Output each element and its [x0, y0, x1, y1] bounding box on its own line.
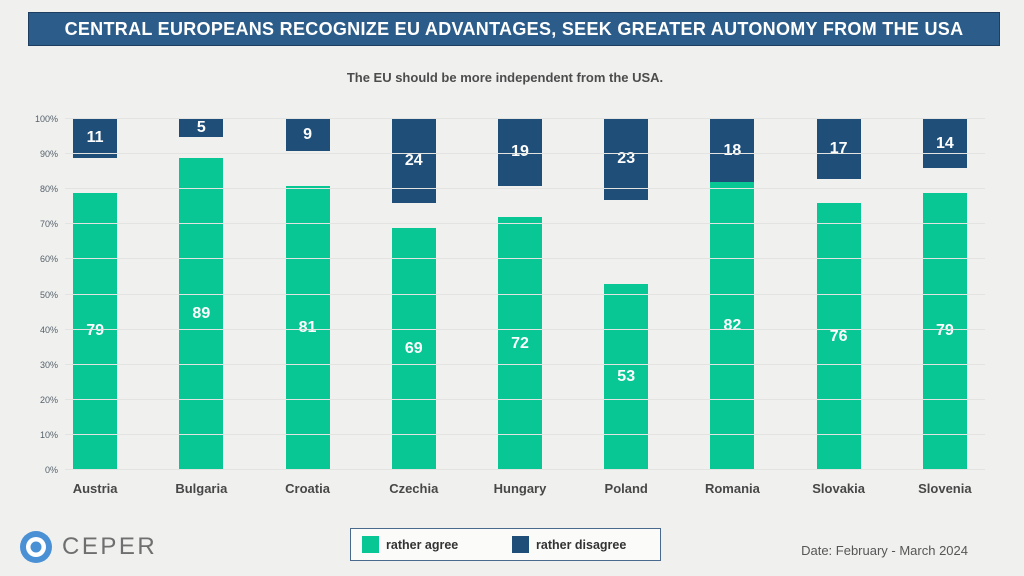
y-axis-ticks: 0% 10% 20% 30% 40% 50% 60% 70% 80% 90% 100%: [0, 114, 60, 475]
agree-value-label: 69: [404, 339, 423, 357]
chart-subtitle: The EU should be more independent from t…: [346, 70, 664, 85]
y-tick-label: 0%: [44, 465, 58, 475]
gridline-80%: [65, 188, 985, 190]
disagree-bar: 11: [73, 119, 118, 158]
disagree-bar: 14: [922, 119, 967, 169]
disagree-value-label: 18: [723, 141, 742, 159]
plot-area: 79 11 Austria 89 5 Bulgaria 81 9 Croatia 69 24 Czec…: [42, 118, 998, 496]
agree-bar: 72: [497, 217, 542, 470]
bar-group-czechia: 69 24 Czechia: [361, 119, 467, 496]
y-tick-label: 30%: [39, 359, 58, 370]
bar-group-hungary: 72 19 Hungary: [467, 119, 573, 496]
disagree-value-label: 9: [303, 125, 312, 143]
agree-value-label: 81: [298, 318, 317, 336]
bar-group-slovenia: 79 14 Slovenia: [892, 119, 998, 496]
gridline-70%: [65, 223, 985, 225]
agree-bar: 82: [710, 182, 755, 470]
bar-group-croatia: 81 9 Croatia: [254, 119, 360, 496]
agree-value-label: 76: [829, 327, 848, 345]
gridline-60%: [65, 258, 985, 260]
agree-bar: 79: [73, 192, 118, 470]
category-label: Hungary: [493, 481, 547, 496]
y-tick-label: 90%: [39, 149, 58, 160]
disagree-value-label: 19: [511, 143, 529, 161]
category-label: Romania: [704, 481, 760, 496]
ceper-logo-text: CEPER: [62, 533, 158, 560]
agree-value-label: 79: [86, 322, 104, 340]
gridline-50%: [65, 293, 985, 295]
disagree-bar: 5: [179, 118, 224, 137]
y-tick-label: 20%: [39, 394, 58, 405]
header-banner: CENTRAL EUROPEANS RECOGNIZE EU ADVANTAGE…: [28, 12, 1000, 46]
category-label: Bulgaria: [175, 481, 228, 496]
y-tick-label: 40%: [39, 324, 58, 335]
agree-bar: 79: [922, 192, 967, 470]
y-tick-label: 50%: [39, 289, 58, 300]
bar-group-poland: 53 23 Poland: [573, 119, 679, 496]
y-tick-label: 100%: [34, 114, 58, 124]
agree-value-label: 53: [617, 367, 636, 385]
category-label: Poland: [604, 481, 648, 496]
legend-swatch: [362, 536, 379, 553]
bar-columns: 79 11 Austria 89 5 Bulgaria 81 9 Croatia 69 24 Czec…: [42, 118, 998, 496]
agree-bar: 89: [179, 157, 224, 470]
legend-label: rather agree: [386, 537, 459, 552]
gridline-20%: [65, 398, 985, 400]
category-label: Croatia: [285, 481, 330, 496]
bar-group-slovakia: 76 17 Slovakia: [786, 119, 892, 496]
disagree-bar: 19: [497, 119, 542, 186]
disagree-value-label: 14: [935, 134, 954, 152]
legend-item-rather-agree: rather agree: [362, 536, 512, 553]
gridline-40%: [65, 328, 985, 330]
gridline-90%: [65, 153, 985, 155]
legend-swatch: [512, 536, 529, 553]
agree-value-label: 89: [192, 304, 211, 322]
y-tick-label: 10%: [39, 429, 58, 440]
disagree-bar: 24: [391, 119, 436, 204]
category-label: Czechia: [389, 481, 439, 496]
legend: rather agree rather disagree: [350, 528, 661, 561]
gridline-10%: [65, 433, 985, 435]
bar-group-romania: 82 18 Romania: [679, 119, 785, 496]
agree-bar: 76: [816, 203, 861, 470]
legend-item-rather-disagree: rather disagree: [512, 536, 626, 553]
date-label: Date: February - March 2024: [801, 543, 968, 558]
disagree-bar: 17: [816, 119, 861, 179]
legend-label: rather disagree: [536, 537, 627, 552]
y-tick-label: 60%: [39, 254, 58, 265]
ceper-logo-icon: [20, 531, 52, 563]
disagree-bar: 18: [710, 119, 755, 183]
gridline-0%: [65, 469, 985, 470]
agree-value-label: 79: [935, 322, 954, 340]
disagree-value-label: 11: [86, 129, 104, 147]
category-label: Austria: [72, 481, 118, 496]
bar-group-bulgaria: 89 5 Bulgaria: [148, 118, 254, 496]
gridline-30%: [65, 363, 985, 365]
y-tick-label: 80%: [39, 184, 58, 195]
agree-bar: 69: [391, 227, 436, 470]
bar-group-austria: 79 11 Austria: [42, 119, 148, 496]
agree-bar: 81: [285, 185, 330, 470]
category-label: Slovenia: [918, 481, 972, 496]
disagree-value-label: 17: [829, 139, 848, 157]
agree-value-label: 82: [723, 317, 742, 335]
agree-value-label: 72: [511, 334, 529, 352]
ceper-logo: CEPER: [18, 529, 157, 565]
disagree-bar: 9: [285, 119, 330, 151]
disagree-bar: 23: [604, 119, 649, 200]
disagree-value-label: 23: [617, 150, 636, 168]
y-tick-label: 70%: [39, 219, 58, 230]
gridline-100%: [65, 118, 985, 119]
agree-bar: 53: [604, 283, 649, 470]
disagree-value-label: 5: [196, 118, 206, 136]
category-label: Slovakia: [812, 481, 866, 496]
disagree-value-label: 24: [404, 152, 423, 170]
page-title: CENTRAL EUROPEANS RECOGNIZE EU ADVANTAGE…: [64, 18, 964, 39]
